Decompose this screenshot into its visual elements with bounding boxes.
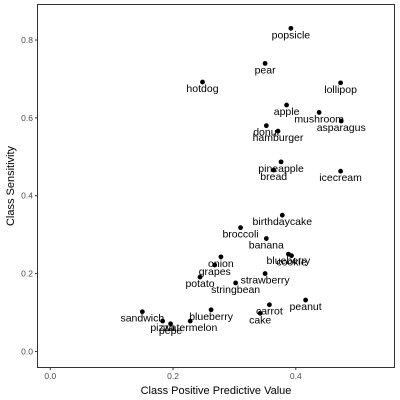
data-point: [303, 297, 309, 303]
data-point-label: hotdog: [186, 83, 218, 95]
data-point-label: blueberry: [189, 311, 234, 323]
data-point-label: sandwich: [120, 313, 164, 325]
data-point: [238, 225, 243, 231]
x-axis-title: Class Positive Predictive Value: [141, 385, 292, 397]
data-point-label: strawberry: [241, 275, 291, 287]
data-point: [139, 309, 145, 315]
data-point-label: watermelon: [162, 322, 217, 334]
data-point: [289, 253, 294, 259]
data-point-label: banana: [249, 240, 284, 252]
data-point: [267, 302, 272, 308]
data-point-label: cookie: [276, 257, 307, 269]
data-point: [200, 79, 205, 85]
data-points: [139, 25, 344, 327]
data-point: [257, 310, 263, 316]
data-point: [278, 159, 284, 165]
data-point: [275, 128, 281, 134]
y-axis-title: Class Sensitivity: [5, 145, 17, 226]
data-point: [279, 212, 285, 218]
data-point: [288, 25, 294, 31]
data-point: [187, 318, 193, 324]
data-point-label: onion: [208, 258, 234, 270]
data-labels: popsicle pear hotdog lollipop applemushrooma…: [120, 29, 365, 336]
data-point: [218, 254, 224, 260]
data-point: [262, 60, 268, 66]
data-point: [338, 168, 343, 174]
data-point: [208, 307, 214, 313]
data-point: [271, 167, 277, 173]
data-point-label: potato: [185, 278, 214, 290]
data-point: [262, 271, 268, 276]
data-point-label: pineapple: [258, 163, 304, 175]
data-point-label: mushroom: [294, 113, 344, 125]
data-point-label: broccoli: [222, 229, 258, 241]
y-tick-label: 0.8: [21, 35, 33, 45]
y-tick-label: 0.0: [21, 346, 33, 356]
data-point: [168, 321, 173, 327]
data-point-label: stringbean: [211, 284, 260, 296]
plot-panel-border: [37, 4, 395, 368]
x-tick-label: 0.2: [167, 371, 179, 381]
data-point-label: hamburger: [253, 132, 304, 144]
data-point: [263, 236, 269, 241]
data-point: [263, 123, 269, 129]
axis-ticks: 0.0 0.2 0.4 0.0 0.2 0.4 0.6 0.8: [21, 35, 302, 381]
x-tick-label: 0.4: [290, 371, 302, 381]
data-point: [316, 110, 322, 115]
data-point-label: blueberry: [267, 255, 312, 267]
data-point: [284, 102, 289, 108]
data-point-label: birthdaycake: [253, 216, 313, 228]
data-point: [338, 80, 343, 86]
data-point-label: grapes: [199, 266, 231, 278]
data-point-label: cake: [249, 314, 271, 326]
data-point: [338, 118, 344, 124]
data-point: [160, 318, 166, 324]
data-point-label: donut: [253, 127, 279, 139]
x-tick-label: 0.0: [44, 371, 56, 381]
y-tick-label: 0.2: [21, 269, 33, 279]
data-point-label: apple: [274, 106, 300, 118]
data-point-label: carrot: [256, 306, 283, 318]
data-point: [233, 280, 239, 286]
data-point: [197, 274, 203, 280]
data-point-label: popsicle: [272, 29, 311, 41]
data-point-label: pear: [255, 64, 277, 76]
y-tick-label: 0.4: [21, 191, 33, 201]
data-point-label: pepe: [159, 325, 183, 337]
y-tick-label: 0.6: [21, 113, 33, 123]
data-point-label: pizza: [150, 322, 175, 334]
data-point-label: icecream: [319, 172, 362, 184]
data-point-label: lollipop: [324, 84, 357, 96]
data-point-label: peanut: [290, 301, 322, 313]
data-point-label: bread: [260, 171, 287, 183]
data-point: [212, 262, 218, 268]
data-point-label: asparagus: [317, 122, 366, 134]
